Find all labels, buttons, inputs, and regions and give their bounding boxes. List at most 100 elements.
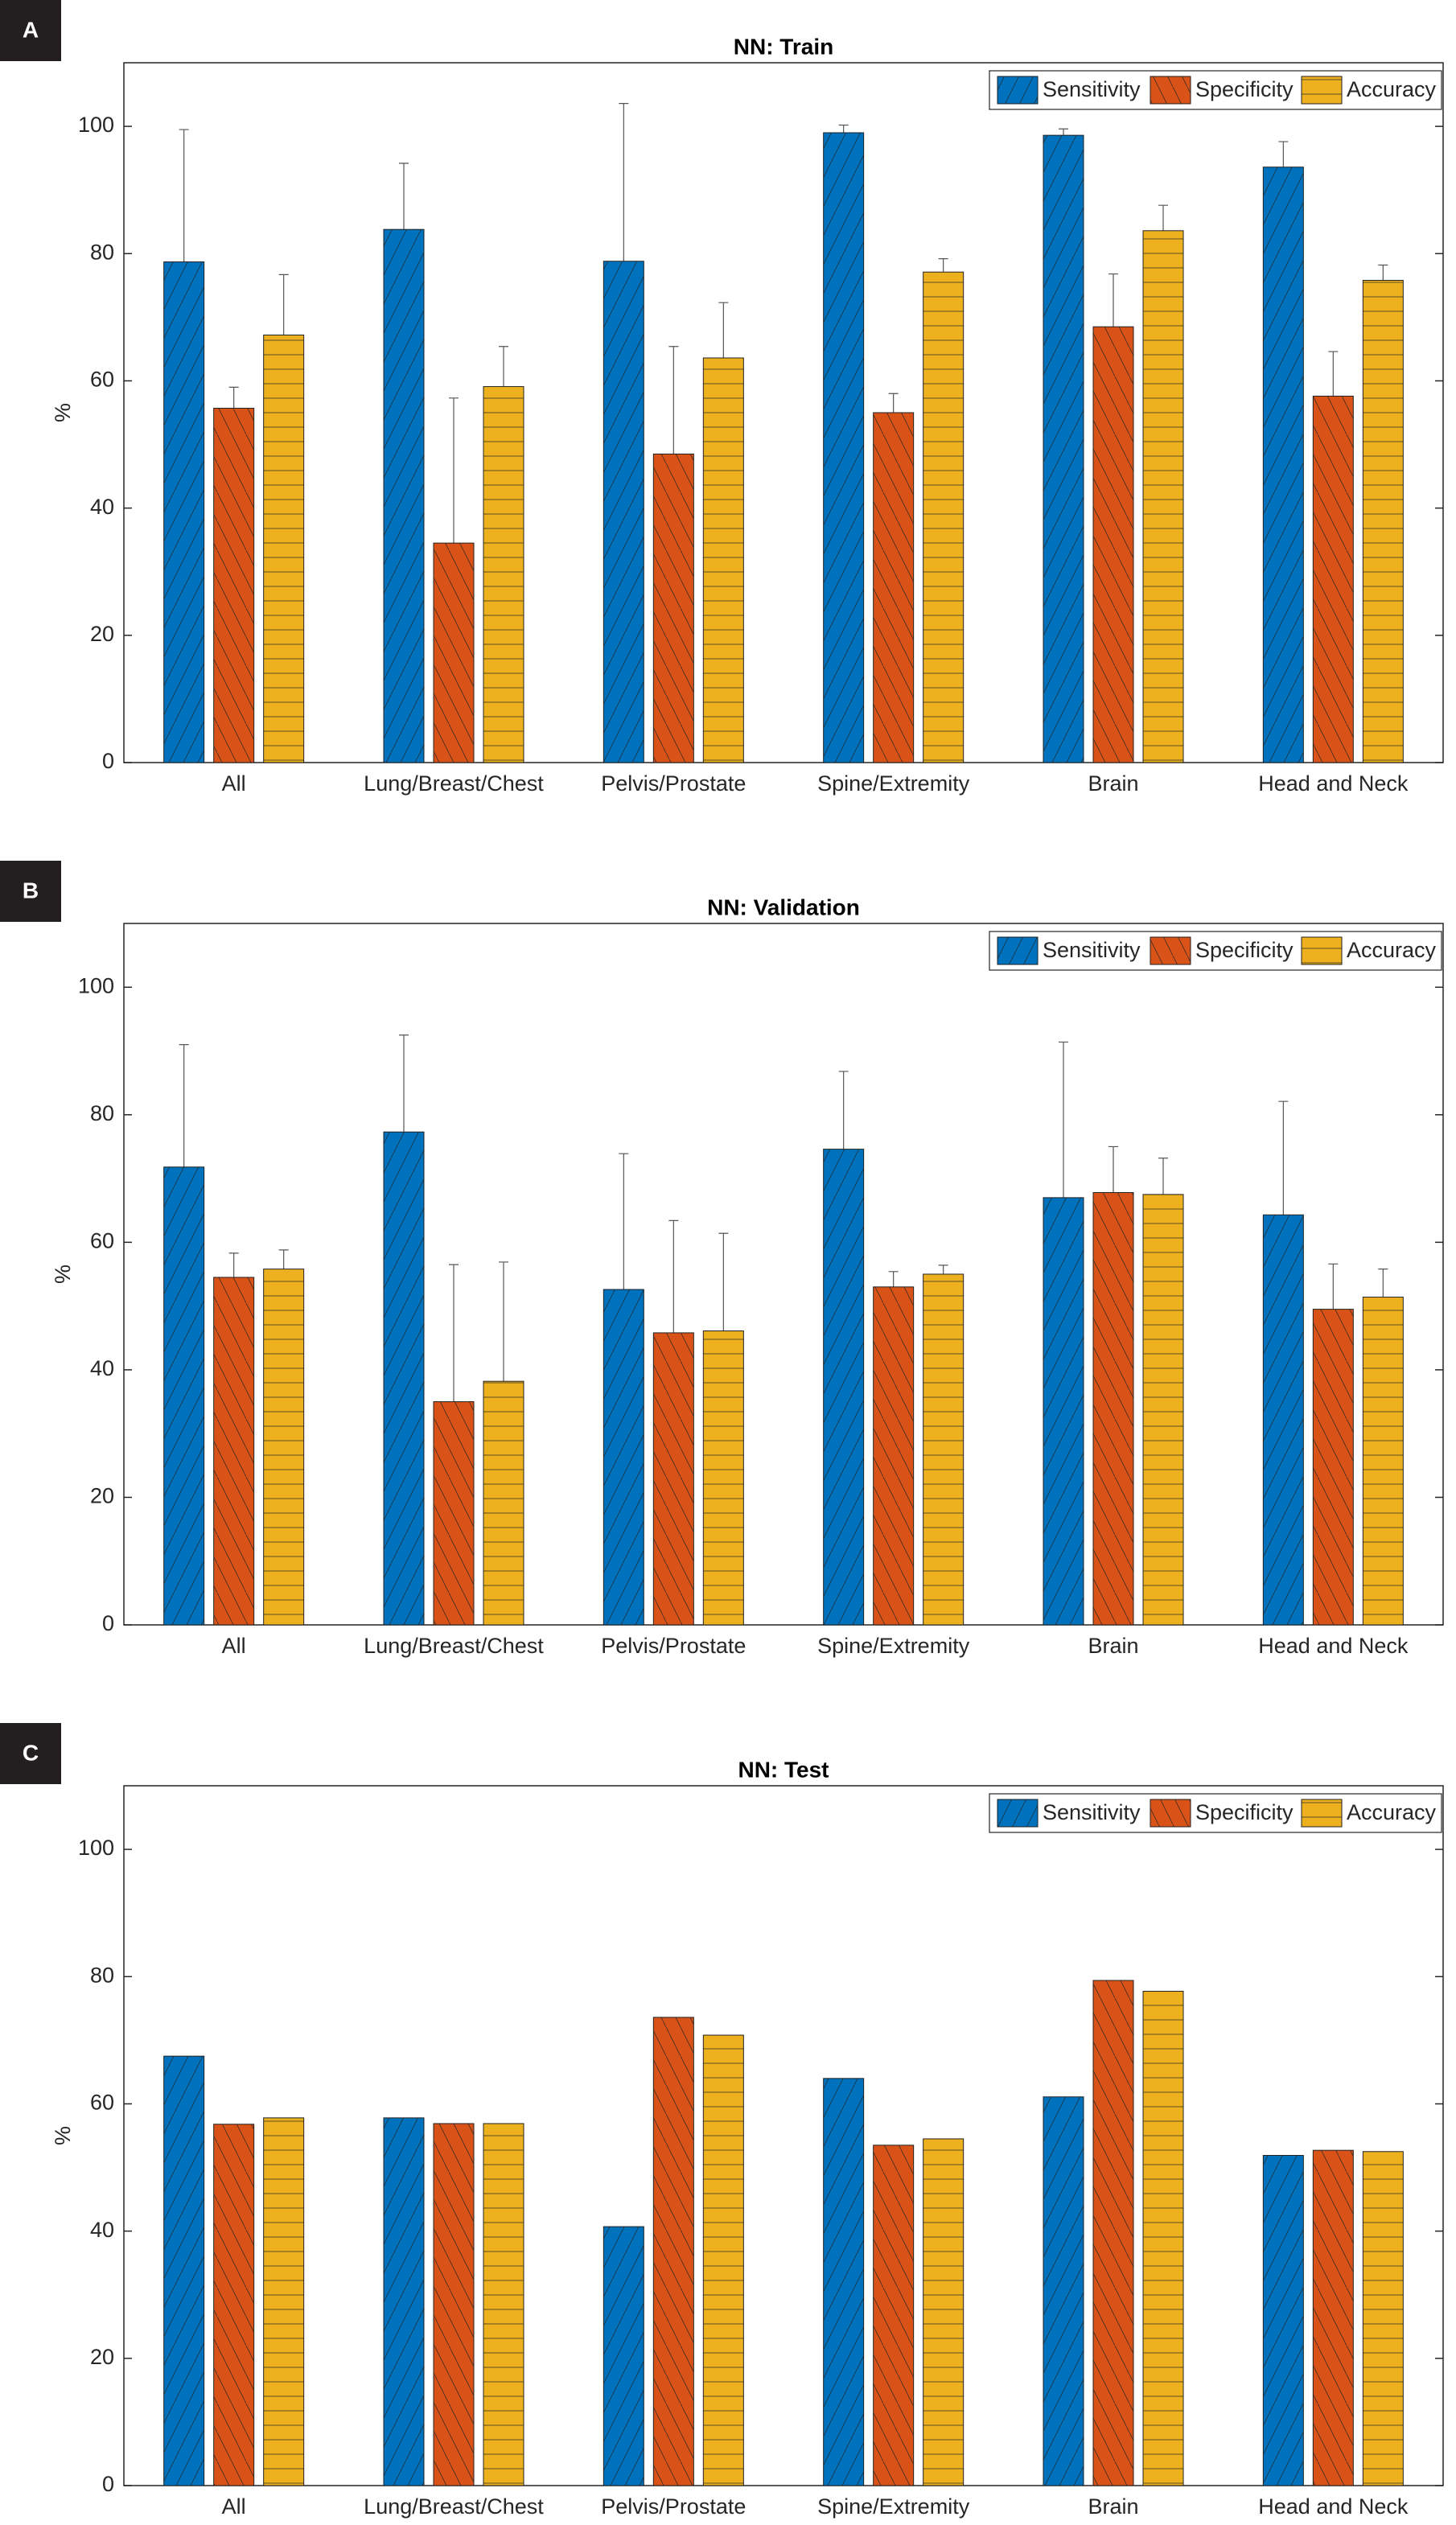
error-bar <box>1278 1100 1289 1215</box>
bar <box>1262 1214 1304 1626</box>
error-bar <box>1158 1158 1168 1195</box>
bar <box>1312 2149 1354 2486</box>
x-tick-label: Lung/Breast/Chest <box>364 2494 544 2519</box>
chart-title: NN: Train <box>734 34 833 59</box>
bar <box>383 1131 425 1626</box>
error-bar <box>1158 204 1168 231</box>
bar <box>1043 2096 1084 2486</box>
error-bar <box>449 397 459 544</box>
bar <box>873 1286 915 1626</box>
y-axis-label: % <box>51 2126 75 2145</box>
y-tick-label: 40 <box>90 495 114 519</box>
legend-label: Sensitivity <box>1043 1800 1141 1824</box>
bar <box>652 453 694 763</box>
bar <box>1092 1192 1134 1626</box>
error-bar <box>278 273 289 335</box>
bar <box>163 261 205 763</box>
bar <box>213 407 255 763</box>
x-tick-label: Brain <box>1088 771 1138 796</box>
bar <box>652 1332 694 1626</box>
plot-area <box>123 923 1444 1626</box>
bar <box>433 1401 475 1626</box>
bar <box>1092 326 1134 763</box>
bar <box>433 542 475 763</box>
bar <box>1142 230 1184 763</box>
error-bar <box>1059 128 1068 136</box>
bar <box>483 386 524 763</box>
panel-label-box <box>0 1723 61 1784</box>
plot-area <box>123 62 1444 763</box>
bar <box>873 2145 915 2486</box>
bar <box>263 2117 305 2486</box>
bar <box>1262 167 1304 763</box>
bar <box>1362 2151 1404 2486</box>
chart-title: NN: Validation <box>707 894 860 919</box>
plot-area <box>123 1785 1444 2486</box>
legend-label: Specificity <box>1195 77 1294 101</box>
bar <box>263 1269 305 1626</box>
bar <box>923 271 964 763</box>
error-bar <box>1278 141 1289 167</box>
legend-swatch <box>1150 936 1191 965</box>
error-bar <box>1108 1145 1118 1193</box>
y-tick-label: 60 <box>90 1228 114 1252</box>
error-bar <box>278 1249 289 1269</box>
error-bar <box>888 1271 899 1287</box>
legend-box <box>989 70 1442 110</box>
y-tick-label: 0 <box>102 749 114 773</box>
y-tick-label: 20 <box>90 622 114 646</box>
error-bar <box>938 1265 948 1274</box>
x-tick-label: All <box>222 2494 246 2519</box>
y-axis-label: % <box>51 403 75 422</box>
error-bar <box>399 1034 409 1133</box>
panel-label: B <box>23 878 39 903</box>
bar <box>433 2123 475 2486</box>
x-tick-label: Pelvis/Prostate <box>601 771 746 796</box>
legend-box <box>989 1793 1442 1833</box>
bar <box>483 2123 524 2486</box>
panel-label: C <box>23 1740 39 1765</box>
y-tick-label: 80 <box>90 1101 114 1125</box>
legend-swatch <box>997 1799 1039 1828</box>
x-tick-label: Brain <box>1088 1634 1138 1658</box>
y-tick-label: 100 <box>78 113 114 137</box>
bar <box>483 1380 524 1626</box>
x-tick-label: Spine/Extremity <box>817 1634 970 1658</box>
bar <box>1142 1194 1184 1626</box>
bar <box>702 357 744 763</box>
bar <box>652 2017 694 2486</box>
y-tick-label: 0 <box>102 2472 114 2496</box>
error-bar <box>1378 264 1388 281</box>
error-bar <box>1059 1041 1068 1198</box>
bar <box>1043 134 1084 763</box>
bar <box>213 2124 255 2486</box>
bar <box>163 1166 205 1626</box>
bar <box>923 1273 964 1626</box>
legend-swatch <box>1301 1799 1343 1828</box>
y-tick-label: 40 <box>90 1356 114 1380</box>
y-tick-label: 60 <box>90 2091 114 2115</box>
error-bar <box>619 1153 629 1290</box>
legend-swatch <box>997 936 1039 965</box>
bar <box>383 228 425 763</box>
bar <box>823 2078 865 2486</box>
legend-box <box>989 931 1442 971</box>
y-tick-label: 80 <box>90 1963 114 1987</box>
error-bar <box>1108 273 1118 327</box>
bar <box>1092 1980 1134 2486</box>
y-tick-label: 100 <box>78 1836 114 1860</box>
bar <box>263 335 305 763</box>
legend-label: Specificity <box>1195 1800 1294 1824</box>
y-tick-label: 80 <box>90 240 114 264</box>
x-tick-label: Brain <box>1088 2494 1138 2519</box>
legend-label: Accuracy <box>1347 77 1437 101</box>
bar <box>603 261 644 763</box>
error-bar <box>718 1232 729 1331</box>
error-bar <box>499 346 508 387</box>
error-bar <box>668 346 679 454</box>
error-bar <box>668 1219 679 1333</box>
bar <box>702 2034 744 2486</box>
bar <box>1043 1197 1084 1626</box>
bar <box>1362 279 1404 763</box>
